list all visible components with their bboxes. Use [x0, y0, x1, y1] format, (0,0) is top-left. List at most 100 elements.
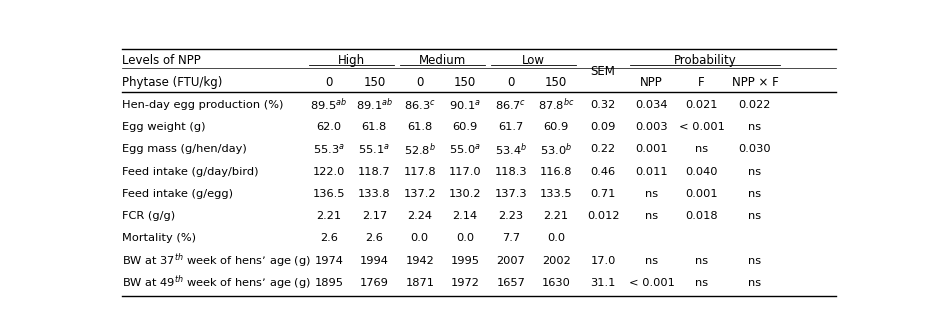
Text: Feed intake (g/day/bird): Feed intake (g/day/bird) [122, 167, 259, 177]
Text: Mortality (%): Mortality (%) [122, 234, 196, 243]
Text: 0.034: 0.034 [636, 100, 668, 110]
Text: ns: ns [749, 189, 762, 199]
Text: 0.001: 0.001 [636, 144, 668, 154]
Text: 0.003: 0.003 [636, 122, 668, 132]
Text: 2.23: 2.23 [498, 211, 523, 221]
Text: 150: 150 [363, 76, 385, 89]
Text: 1995: 1995 [451, 256, 479, 266]
Text: 17.0: 17.0 [590, 256, 615, 266]
Text: High: High [338, 54, 365, 67]
Text: 1657: 1657 [496, 278, 525, 288]
Text: 1994: 1994 [360, 256, 389, 266]
Text: ns: ns [749, 122, 762, 132]
Text: 118.7: 118.7 [358, 167, 391, 177]
Text: SEM: SEM [590, 65, 615, 78]
Text: 7.7: 7.7 [502, 234, 519, 243]
Text: 2.17: 2.17 [362, 211, 387, 221]
Text: 118.3: 118.3 [494, 167, 527, 177]
Text: 1769: 1769 [360, 278, 389, 288]
Text: Low: Low [522, 54, 545, 67]
Text: 130.2: 130.2 [449, 189, 481, 199]
Text: ns: ns [749, 211, 762, 221]
Text: 90.1$^{a}$: 90.1$^{a}$ [450, 98, 481, 112]
Text: 0.0: 0.0 [456, 234, 474, 243]
Text: 0.021: 0.021 [685, 100, 718, 110]
Text: 0: 0 [507, 76, 514, 89]
Text: 1974: 1974 [315, 256, 344, 266]
Text: FCR (g/g): FCR (g/g) [122, 211, 175, 221]
Text: 0: 0 [416, 76, 424, 89]
Text: 1942: 1942 [405, 256, 434, 266]
Text: 0: 0 [325, 76, 332, 89]
Text: ns: ns [695, 256, 708, 266]
Text: 0.001: 0.001 [685, 189, 718, 199]
Text: 55.3$^{a}$: 55.3$^{a}$ [313, 142, 344, 156]
Text: ns: ns [695, 278, 708, 288]
Text: NPP: NPP [641, 76, 663, 89]
Text: Phytase (FTU/kg): Phytase (FTU/kg) [122, 76, 223, 89]
Text: 61.7: 61.7 [498, 122, 523, 132]
Text: 137.2: 137.2 [403, 189, 436, 199]
Text: 133.8: 133.8 [358, 189, 391, 199]
Text: ns: ns [645, 256, 658, 266]
Text: 2.6: 2.6 [320, 234, 338, 243]
Text: ns: ns [645, 189, 658, 199]
Text: 137.3: 137.3 [494, 189, 527, 199]
Text: Medium: Medium [419, 54, 466, 67]
Text: 2.24: 2.24 [407, 211, 432, 221]
Text: 133.5: 133.5 [540, 189, 573, 199]
Text: 0.0: 0.0 [547, 234, 565, 243]
Text: 2.21: 2.21 [317, 211, 342, 221]
Text: Feed intake (g/egg): Feed intake (g/egg) [122, 189, 233, 199]
Text: 117.0: 117.0 [449, 167, 481, 177]
Text: 2007: 2007 [496, 256, 525, 266]
Text: 0.71: 0.71 [590, 189, 615, 199]
Text: 0.012: 0.012 [587, 211, 619, 221]
Text: 53.0$^{b}$: 53.0$^{b}$ [540, 141, 573, 158]
Text: Egg mass (g/hen/day): Egg mass (g/hen/day) [122, 144, 247, 154]
Text: 2.6: 2.6 [365, 234, 384, 243]
Text: 0.22: 0.22 [590, 144, 615, 154]
Text: Egg weight (g): Egg weight (g) [122, 122, 206, 132]
Text: 150: 150 [545, 76, 567, 89]
Text: 31.1: 31.1 [590, 278, 615, 288]
Text: BW at 37$^{th}$ week of hens’ age (g): BW at 37$^{th}$ week of hens’ age (g) [122, 251, 311, 270]
Text: 0.018: 0.018 [685, 211, 718, 221]
Text: 0.011: 0.011 [636, 167, 668, 177]
Text: 89.1$^{ab}$: 89.1$^{ab}$ [356, 97, 393, 113]
Text: 1630: 1630 [542, 278, 571, 288]
Text: 0.0: 0.0 [411, 234, 429, 243]
Text: 1895: 1895 [315, 278, 344, 288]
Text: 55.1$^{a}$: 55.1$^{a}$ [358, 142, 390, 156]
Text: Levels of NPP: Levels of NPP [122, 54, 201, 67]
Text: < 0.001: < 0.001 [679, 122, 724, 132]
Text: 89.5$^{ab}$: 89.5$^{ab}$ [310, 97, 347, 113]
Text: 136.5: 136.5 [313, 189, 345, 199]
Text: 62.0: 62.0 [317, 122, 342, 132]
Text: 2002: 2002 [542, 256, 571, 266]
Text: 60.9: 60.9 [452, 122, 478, 132]
Text: 0.46: 0.46 [590, 167, 615, 177]
Text: 150: 150 [454, 76, 477, 89]
Text: 122.0: 122.0 [313, 167, 345, 177]
Text: NPP × F: NPP × F [732, 76, 778, 89]
Text: 53.4$^{b}$: 53.4$^{b}$ [494, 141, 527, 158]
Text: 86.7$^{c}$: 86.7$^{c}$ [495, 98, 526, 112]
Text: 55.0$^{a}$: 55.0$^{a}$ [450, 142, 481, 156]
Text: 0.040: 0.040 [685, 167, 718, 177]
Text: ns: ns [749, 167, 762, 177]
Text: 60.9: 60.9 [544, 122, 569, 132]
Text: 61.8: 61.8 [362, 122, 387, 132]
Text: 52.8$^{b}$: 52.8$^{b}$ [404, 141, 436, 158]
Text: 0.030: 0.030 [738, 144, 771, 154]
Text: ns: ns [695, 144, 708, 154]
Text: 2.14: 2.14 [452, 211, 478, 221]
Text: ns: ns [645, 211, 658, 221]
Text: 116.8: 116.8 [540, 167, 573, 177]
Text: 87.8$^{bc}$: 87.8$^{bc}$ [538, 97, 574, 113]
Text: Hen-day egg production (%): Hen-day egg production (%) [122, 100, 284, 110]
Text: 2.21: 2.21 [544, 211, 569, 221]
Text: ns: ns [749, 278, 762, 288]
Text: 86.3$^{c}$: 86.3$^{c}$ [404, 98, 436, 112]
Text: 1871: 1871 [405, 278, 434, 288]
